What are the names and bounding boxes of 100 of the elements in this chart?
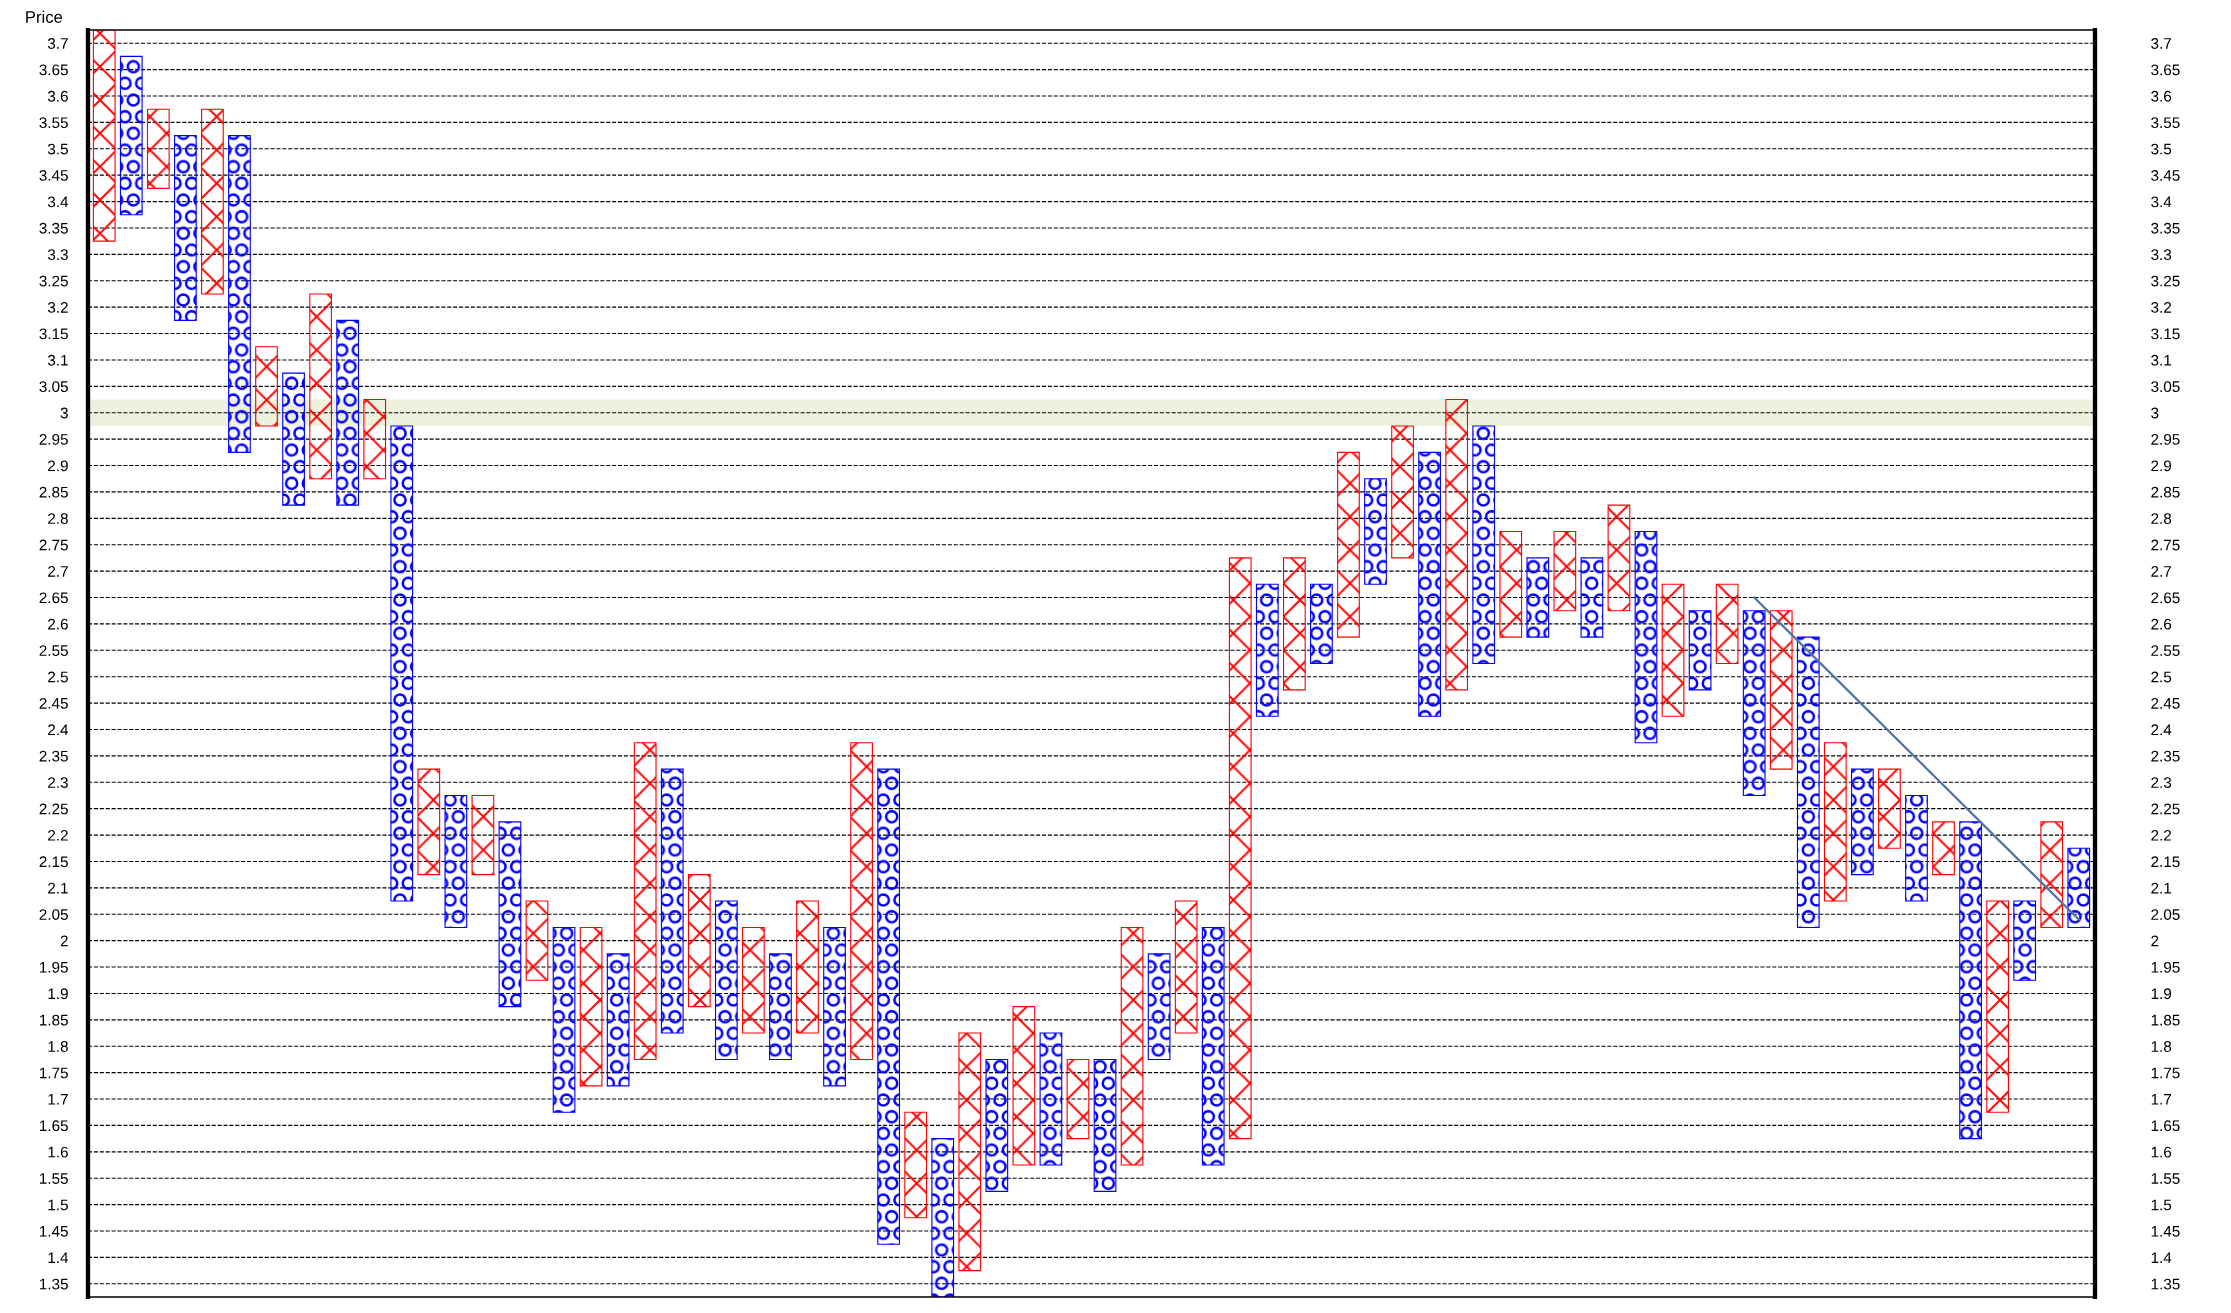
- y2-tick-label: 3.15: [2151, 328, 2180, 340]
- y2-tick-label: 2.7: [2151, 565, 2172, 577]
- bar: [1364, 478, 1387, 585]
- y2-tick-label: 3: [2151, 407, 2159, 419]
- y2-tick-label: 1.8: [2151, 1041, 2172, 1052]
- bar: [742, 926, 765, 1034]
- bar: [417, 768, 441, 876]
- bar: [904, 1111, 928, 1219]
- y2-tick-label: 1.75: [2151, 1067, 2180, 1079]
- bar: [146, 108, 170, 189]
- y-tick-label: 2.55: [39, 645, 68, 656]
- bar: [1851, 768, 1874, 876]
- y2-tick-label: 2.4: [2151, 724, 2172, 736]
- y2-tick-label: 2.35: [2151, 750, 2180, 762]
- bar: [92, 30, 116, 242]
- y2-tick-label: 3.35: [2151, 222, 2180, 234]
- y-tick-label: 2.65: [39, 592, 68, 604]
- bar: [579, 926, 603, 1087]
- y-tick-label: 3.3: [47, 249, 68, 261]
- y-tick-label: 2.75: [39, 539, 68, 551]
- bar: [1012, 1006, 1036, 1166]
- y-tick-label: 3.6: [47, 90, 68, 102]
- y-tick-label: 2.8: [48, 513, 68, 525]
- y2-tick-label: 1.4: [2151, 1252, 2172, 1263]
- y2-tick-label: 1.35: [2151, 1278, 2180, 1290]
- bar: [1174, 900, 1198, 1034]
- bar: [1066, 1058, 1090, 1140]
- bar: [1391, 425, 1414, 559]
- y-tick-label: 2.85: [39, 486, 68, 498]
- bar: [1310, 583, 1333, 665]
- bar: [796, 900, 819, 1034]
- bar: [1661, 583, 1685, 717]
- bar: [498, 821, 522, 1008]
- y2-tick-label: 3.45: [2151, 170, 2180, 181]
- y-tick-label: 2.5: [48, 671, 68, 683]
- bar: [660, 768, 684, 1034]
- bar: [1282, 557, 1306, 691]
- bar: [1580, 557, 1604, 638]
- bar: [958, 1032, 982, 1272]
- bar: [1337, 451, 1360, 638]
- bar: [1769, 610, 1793, 770]
- y-tick-label: 1.55: [39, 1173, 68, 1184]
- y2-tick-label: 3.5: [2151, 143, 2172, 155]
- y2-tick-label: 2.2: [2151, 829, 2172, 841]
- y2-tick-label: 2.65: [2151, 592, 2180, 604]
- y2-tick-label: 1.55: [2151, 1173, 2180, 1184]
- y2-tick-label: 3.6: [2151, 90, 2172, 102]
- bar: [1201, 926, 1225, 1166]
- bar: [1905, 794, 1928, 902]
- y2-tick-label: 2.1: [2151, 882, 2172, 894]
- y-tick-label: 3.5: [47, 143, 68, 155]
- bar: [1093, 1058, 1117, 1192]
- y2-tick-label: 3.4: [2151, 196, 2172, 208]
- y-tick-label: 1.8: [48, 1041, 68, 1052]
- bar: [1120, 926, 1144, 1166]
- y2-tick-label: 2.15: [2151, 856, 2180, 868]
- y-tick-label: 3.65: [39, 64, 68, 76]
- bar: [931, 1138, 955, 1297]
- y-tick-label: 2.15: [39, 856, 68, 868]
- bar: [1472, 425, 1496, 665]
- bar: [687, 874, 711, 1008]
- y2-tick-label: 2.3: [2151, 777, 2172, 788]
- bar: [174, 135, 197, 321]
- bar: [1418, 451, 1441, 717]
- bar: [2040, 821, 2064, 929]
- y-tick-label: 1.65: [39, 1120, 68, 1132]
- y2-tick-label: 1.7: [2151, 1094, 2172, 1105]
- y2-tick-label: 2.25: [2151, 803, 2180, 815]
- y2-tick-label: 3.55: [2151, 117, 2180, 129]
- y-axis-title: Price: [26, 10, 63, 23]
- bar: [1445, 398, 1469, 691]
- y-tick-label: 3.35: [39, 222, 68, 234]
- bar: [1688, 610, 1712, 691]
- y-tick-label: 3.7: [47, 38, 68, 49]
- bar: [1147, 953, 1171, 1060]
- bar: [525, 900, 549, 981]
- y2-tick-label: 2.8: [2151, 513, 2172, 525]
- y-tick-label: 1.5: [48, 1199, 68, 1211]
- y-tick-label: 2.35: [39, 750, 68, 762]
- bar: [309, 293, 332, 480]
- bar: [1878, 768, 1901, 849]
- y2-tick-label: 3.7: [2151, 38, 2172, 49]
- y-tick-label: 3.2: [47, 302, 68, 313]
- bar: [823, 926, 846, 1087]
- bar: [201, 108, 224, 295]
- y-tick-label: 3: [60, 407, 68, 419]
- y-tick-label: 2.6: [48, 618, 68, 630]
- y2-tick-label: 2.55: [2151, 645, 2180, 656]
- bar: [282, 372, 305, 506]
- y-tick-label: 1.7: [48, 1094, 68, 1105]
- y2-tick-label: 1.9: [2151, 988, 2172, 1000]
- y2-tick-label: 3.1: [2151, 354, 2172, 366]
- y2-tick-label: 2.75: [2151, 539, 2180, 551]
- y-tick-label: 3.4: [47, 196, 69, 208]
- bar: [1634, 530, 1658, 744]
- bar: [1039, 1032, 1063, 1166]
- bar: [1526, 557, 1550, 638]
- bar: [1932, 821, 1955, 876]
- y-tick-label: 2.1: [48, 882, 68, 894]
- bar: [1742, 610, 1766, 797]
